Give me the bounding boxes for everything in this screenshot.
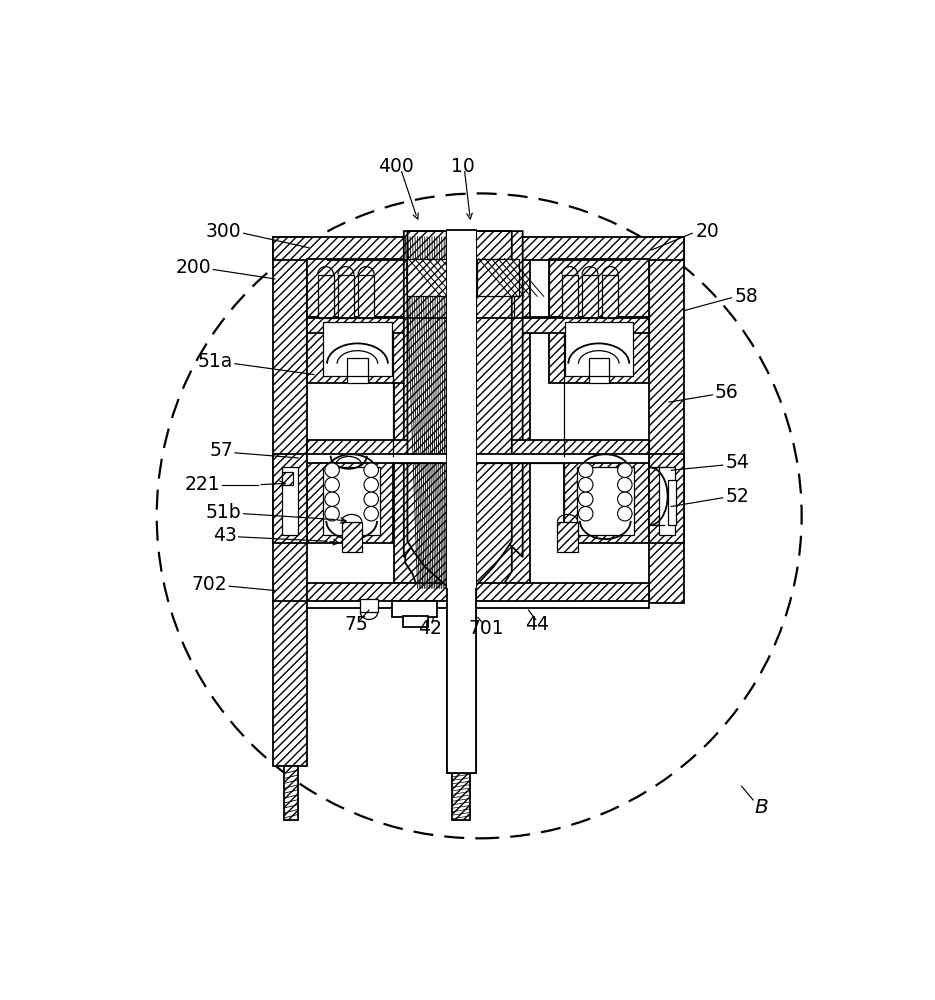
Circle shape: [324, 506, 339, 521]
Text: 44: 44: [525, 615, 549, 634]
Bar: [273, 237, 308, 603]
Bar: [283, 766, 298, 820]
Bar: [447, 235, 476, 773]
Text: 702: 702: [192, 575, 227, 594]
Text: 701: 701: [468, 619, 504, 638]
Bar: [324, 467, 380, 535]
Bar: [477, 259, 519, 296]
Circle shape: [618, 463, 632, 477]
Text: 75: 75: [344, 615, 367, 634]
Bar: [308, 601, 650, 608]
Circle shape: [364, 506, 379, 521]
Bar: [324, 322, 392, 376]
Bar: [583, 275, 598, 318]
Bar: [338, 275, 353, 318]
Bar: [358, 275, 374, 318]
Bar: [565, 322, 633, 376]
Polygon shape: [480, 231, 523, 557]
Bar: [447, 231, 476, 588]
Bar: [650, 237, 684, 603]
Text: 42: 42: [418, 619, 442, 638]
Text: 57: 57: [209, 441, 233, 460]
Circle shape: [324, 477, 339, 492]
Bar: [452, 771, 470, 820]
Polygon shape: [405, 237, 447, 588]
Bar: [408, 259, 450, 296]
Bar: [308, 259, 408, 318]
Bar: [447, 603, 476, 773]
Circle shape: [364, 477, 379, 492]
Circle shape: [618, 492, 632, 506]
Bar: [550, 259, 650, 318]
Bar: [659, 467, 675, 535]
Bar: [273, 454, 308, 543]
Bar: [273, 601, 308, 766]
Bar: [360, 599, 379, 612]
Text: 51b: 51b: [206, 503, 241, 522]
Circle shape: [579, 506, 593, 521]
Bar: [668, 480, 676, 525]
Polygon shape: [408, 231, 447, 586]
Text: 20: 20: [695, 222, 719, 241]
Circle shape: [364, 463, 379, 477]
Circle shape: [579, 492, 593, 506]
Bar: [308, 317, 650, 333]
Text: 52: 52: [726, 487, 749, 506]
Text: 58: 58: [734, 287, 758, 306]
Bar: [562, 275, 578, 318]
Bar: [602, 275, 618, 318]
Circle shape: [324, 463, 339, 477]
Bar: [347, 358, 367, 383]
Bar: [589, 358, 609, 383]
Bar: [308, 583, 650, 603]
Bar: [318, 275, 334, 318]
Text: 51a: 51a: [197, 352, 233, 371]
Bar: [393, 601, 438, 617]
Bar: [341, 522, 362, 552]
Bar: [395, 237, 447, 583]
Bar: [478, 237, 530, 583]
Bar: [577, 467, 634, 535]
Bar: [308, 454, 650, 463]
Text: 10: 10: [452, 157, 475, 176]
Text: 200: 200: [176, 258, 211, 277]
Bar: [308, 462, 393, 543]
Polygon shape: [404, 231, 447, 557]
Text: 221: 221: [184, 475, 220, 494]
Bar: [403, 616, 427, 627]
Text: 43: 43: [212, 526, 237, 545]
Bar: [282, 467, 298, 535]
Polygon shape: [476, 237, 511, 588]
Text: 56: 56: [714, 383, 739, 402]
Circle shape: [364, 492, 379, 506]
Circle shape: [579, 477, 593, 492]
Bar: [282, 472, 293, 485]
Circle shape: [618, 506, 632, 521]
Circle shape: [618, 477, 632, 492]
Text: 54: 54: [726, 453, 750, 472]
Bar: [447, 230, 476, 773]
Bar: [273, 237, 684, 260]
Circle shape: [579, 463, 593, 477]
Bar: [308, 317, 408, 383]
Text: B: B: [755, 798, 769, 817]
Bar: [557, 522, 578, 552]
Text: 300: 300: [206, 222, 241, 241]
Bar: [564, 462, 650, 543]
Text: 400: 400: [378, 157, 413, 176]
Polygon shape: [476, 231, 511, 586]
Bar: [650, 454, 684, 543]
Circle shape: [324, 492, 339, 506]
Bar: [308, 440, 650, 456]
Bar: [550, 317, 650, 383]
